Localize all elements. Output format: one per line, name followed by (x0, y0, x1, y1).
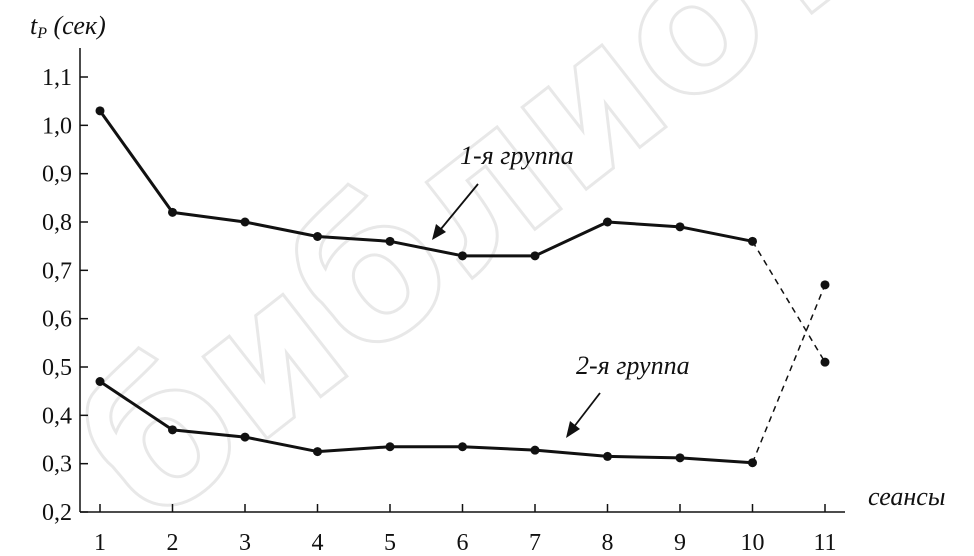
x-tick-label: 8 (602, 530, 614, 556)
series-label-arrowhead-group-1 (432, 224, 446, 240)
x-tick-label: 6 (457, 530, 469, 556)
data-point (675, 222, 685, 232)
y-tick-label: 0,2 (42, 500, 72, 526)
data-point (458, 442, 467, 452)
y-tick-label: 0,5 (42, 355, 72, 381)
y-axis-title-rest: (сек) (47, 11, 106, 40)
data-point (168, 425, 177, 435)
y-axis-title: tP (сек) (30, 11, 106, 42)
data-point (675, 453, 685, 463)
x-tick-label: 3 (239, 530, 251, 556)
y-tick-label: 1,0 (42, 113, 72, 139)
y-tick-label: 0,4 (42, 403, 72, 429)
data-point (313, 447, 322, 457)
y-tick-label: 0,3 (42, 452, 72, 478)
series-line-solid (98, 109, 753, 258)
data-point (95, 377, 105, 386)
y-tick-label: 1,1 (42, 65, 72, 91)
series-2 (95, 280, 830, 468)
x-tick-label: 10 (741, 530, 765, 556)
data-point (748, 458, 757, 468)
series-label-arrow-group-1 (435, 183, 479, 236)
series-1 (95, 106, 830, 367)
series-line-dashed (751, 240, 826, 363)
data-point (168, 207, 177, 217)
annotations: 1-я группа 2-я группа (432, 141, 690, 438)
data-point (530, 251, 540, 261)
data-point (603, 217, 612, 227)
x-tick-label: 4 (312, 530, 324, 556)
data-point (748, 236, 757, 246)
data-point (95, 106, 105, 116)
data-point (385, 236, 395, 246)
data-point (820, 280, 830, 290)
data-point (240, 217, 250, 227)
data-point (240, 432, 250, 442)
series-label-group-2: 2-я группа (576, 351, 690, 380)
series-label-group-1: 1-я группа (460, 141, 574, 170)
x-tick-label: 5 (384, 530, 396, 556)
y-tick-label: 0,8 (42, 210, 72, 236)
x-ticks: 1 2 3 4 5 6 7 8 9 10 11 (94, 504, 837, 556)
data-point (313, 232, 322, 241)
watermark: библиотека (42, 0, 974, 556)
x-tick-label: 7 (529, 530, 541, 556)
x-tick-label: 2 (167, 530, 179, 556)
data-point (603, 451, 612, 461)
x-tick-label: 9 (674, 530, 686, 556)
data-point (820, 357, 830, 367)
series-line-dashed (751, 284, 826, 463)
x-tick-label: 11 (813, 530, 836, 556)
data-point (385, 442, 395, 452)
x-tick-label: 1 (94, 530, 106, 556)
data-point (458, 251, 467, 261)
data-point (530, 445, 540, 455)
series-label-arrowhead-group-2 (566, 421, 580, 438)
y-tick-label: 0,6 (42, 307, 72, 333)
y-tick-label: 0,9 (42, 162, 72, 188)
x-axis-title: сеансы (868, 482, 945, 511)
series-line-solid (99, 380, 753, 465)
series-group (95, 106, 830, 468)
y-tick-label: 0,7 (42, 258, 72, 284)
y-axis-title-main: t (30, 11, 38, 40)
y-ticks: 0,2 0,3 0,4 0,5 0,6 0,7 0,8 0,9 1,0 1,1 (42, 65, 88, 526)
y-axis-title-subscript: P (36, 25, 47, 42)
